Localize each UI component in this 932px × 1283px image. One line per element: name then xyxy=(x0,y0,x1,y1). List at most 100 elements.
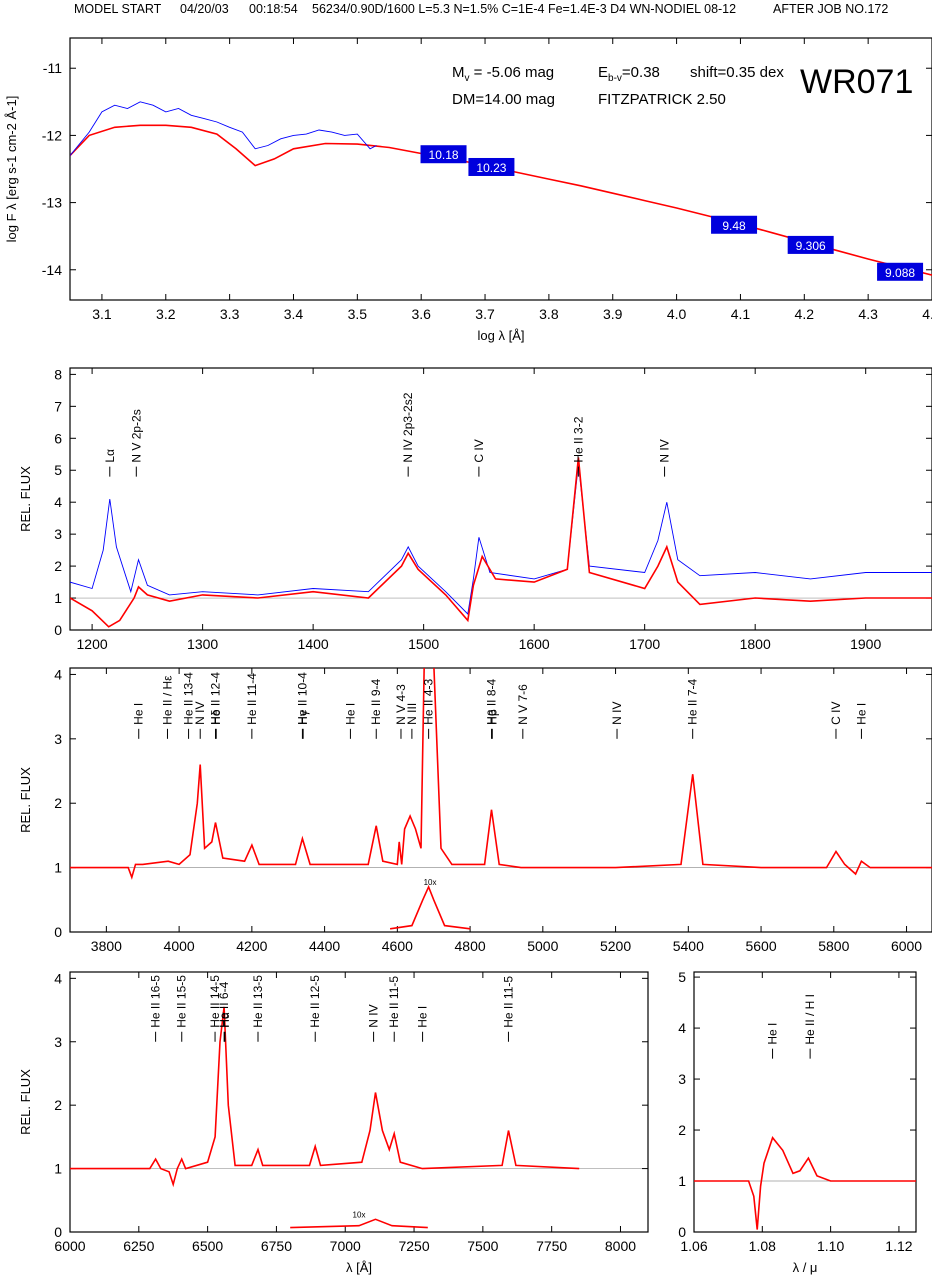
optical-xtick-label: 4800 xyxy=(455,938,486,954)
ir-ytick-label: 4 xyxy=(678,1020,686,1036)
red-line-label: He II 11-5 xyxy=(501,976,515,1028)
optical-xtick-label: 4400 xyxy=(309,938,340,954)
ir-line-label: He I xyxy=(766,1023,780,1045)
ir-xtick-label: 1.12 xyxy=(885,1238,912,1254)
optical-line-label: He II / Hε xyxy=(160,675,174,725)
red-xtick-label: 6000 xyxy=(54,1238,85,1254)
uv-frame xyxy=(69,367,932,631)
optical-line-label: He II 8-4 xyxy=(485,678,499,724)
header-left: MODEL START xyxy=(74,2,162,16)
star-name: WR071 xyxy=(800,63,913,101)
optical-line-label: Hγ xyxy=(296,710,310,725)
shift-label: shift=0.35 dex xyxy=(690,64,784,81)
ir-ytick-label: 0 xyxy=(678,1224,686,1240)
uv-panel: 1200 1300 1400 1500 1600 1700 1800 1900 0 1 2 3 4 5 6 7… xyxy=(18,366,932,652)
optical-frame xyxy=(69,667,932,933)
red-ytick-label: 0 xyxy=(54,1224,62,1240)
header-date: 04/20/03 xyxy=(180,2,229,16)
optical-line-label: Hδ xyxy=(209,709,223,725)
optical-line-label: He II 4-3 xyxy=(422,678,436,724)
red-ytick-label: 1 xyxy=(54,1161,62,1177)
red-line-label: He II 12-5 xyxy=(308,975,322,1028)
optical-ytick-label: 0 xyxy=(54,924,62,940)
red-xtick-label: 8000 xyxy=(605,1238,636,1254)
optical-line-label: N IV xyxy=(610,701,624,724)
uv-xtick-label: 1300 xyxy=(187,636,218,652)
optical-inset-label: 10x xyxy=(424,878,437,887)
optical-xtick-label: 5800 xyxy=(818,938,849,954)
red-xtick-label: 6250 xyxy=(123,1238,154,1254)
optical-ylabel: REL. FLUX xyxy=(18,767,33,833)
sed-xtick-label: 4.2 xyxy=(795,306,815,322)
uv-ytick-label: 2 xyxy=(54,558,62,574)
ir-panel: 1.06 1.08 1.10 1.12 0 1 2 3 4 5 λ / μ He I He II / H… xyxy=(678,969,917,1275)
red-line-label: Hα xyxy=(218,1012,232,1028)
header: MODEL START 04/20/03 00:18:54 56234/0.90… xyxy=(0,0,932,20)
optical-xtick-label: 5600 xyxy=(745,938,776,954)
uv-ytick-label: 6 xyxy=(54,430,62,446)
red-ytick-label: 2 xyxy=(54,1097,62,1113)
uv-line-label: N IV xyxy=(658,439,672,462)
red-xtick-label: 6500 xyxy=(192,1238,223,1254)
ir-line-label: He II / H I xyxy=(803,994,817,1045)
sed-observed-series xyxy=(70,101,377,156)
red-line-label: He II 16-5 xyxy=(149,975,163,1028)
optical-xtick-label: 5200 xyxy=(600,938,631,954)
optical-line-label: N V 4-3 xyxy=(394,684,408,725)
optical-line-label: He I xyxy=(132,703,146,725)
optical-model-10x-series xyxy=(389,884,471,930)
uv-line-label: C IV xyxy=(472,439,486,462)
dm-label: DM=14.00 mag xyxy=(452,91,555,108)
sed-ytick-label: -14 xyxy=(42,262,62,278)
ir-xtick-label: 1.10 xyxy=(817,1238,844,1254)
uv-line-label: Lα xyxy=(103,449,117,463)
red-model-series xyxy=(70,1006,580,1188)
uv-ytick-label: 8 xyxy=(54,366,62,382)
uv-ytick-label: 1 xyxy=(54,590,62,606)
red-xtick-label: 7000 xyxy=(330,1238,361,1254)
optical-xtick-label: 6000 xyxy=(891,938,922,954)
photometry-box xyxy=(711,215,758,234)
uv-xtick-label: 1500 xyxy=(408,636,439,652)
uv-observed-series xyxy=(70,463,932,615)
ir-ytick-label: 1 xyxy=(678,1173,686,1189)
optical-xtick-label: 4000 xyxy=(164,938,195,954)
sed-xtick-label: 3.9 xyxy=(603,306,623,322)
red-line-label: He II 15-5 xyxy=(175,975,189,1028)
ir-ytick-label: 5 xyxy=(678,969,686,985)
optical-xtick-label: 3800 xyxy=(91,938,122,954)
optical-panel: 3800 4000 4200 4400 4600 4800 5000 5200 5400 5600… xyxy=(18,666,932,954)
header-job: AFTER JOB NO.172 xyxy=(773,2,889,16)
sed-xtick-label: 3.3 xyxy=(220,306,240,322)
red-ytick-label: 3 xyxy=(54,1034,62,1050)
sed-xtick-label: 3.2 xyxy=(156,306,176,322)
header-time: 00:18:54 xyxy=(249,2,298,16)
photometry-label: 10.23 xyxy=(476,161,506,175)
uv-line-label: He II 3-2 xyxy=(571,416,585,462)
red-inset-label: 10x xyxy=(353,1210,366,1219)
sed-frame xyxy=(69,37,932,301)
uv-xtick-label: 1700 xyxy=(629,636,660,652)
photometry-box xyxy=(468,157,515,176)
red-xtick-label: 7750 xyxy=(536,1238,567,1254)
optical-xtick-label: 4600 xyxy=(382,938,413,954)
optical-line-label: Hβ xyxy=(485,709,499,725)
uv-ylabel: REL. FLUX xyxy=(18,466,33,532)
optical-line-label: He II 13-4 xyxy=(182,672,196,725)
uv-model-series xyxy=(70,457,932,628)
sed-xtick-label: 3.6 xyxy=(411,306,431,322)
uv-xtick-label: 1900 xyxy=(850,636,881,652)
optical-line-label: He II 10-4 xyxy=(295,672,309,725)
sed-xtick-label: 3.5 xyxy=(348,306,368,322)
red-frame xyxy=(69,971,649,1233)
uv-xtick-label: 1800 xyxy=(740,636,771,652)
photometry-label: 9.088 xyxy=(885,266,915,280)
sed-xlabel: log λ [Å] xyxy=(478,328,525,343)
optical-ytick-label: 3 xyxy=(54,731,62,747)
optical-model-series xyxy=(70,668,932,880)
photometry-label: 10.18 xyxy=(429,148,459,162)
ebv-label: Eb-v=0.38 xyxy=(598,64,660,84)
uv-ytick-label: 5 xyxy=(54,462,62,478)
red-xlabel: λ [Å] xyxy=(346,1260,372,1275)
photometry-box xyxy=(787,235,834,254)
